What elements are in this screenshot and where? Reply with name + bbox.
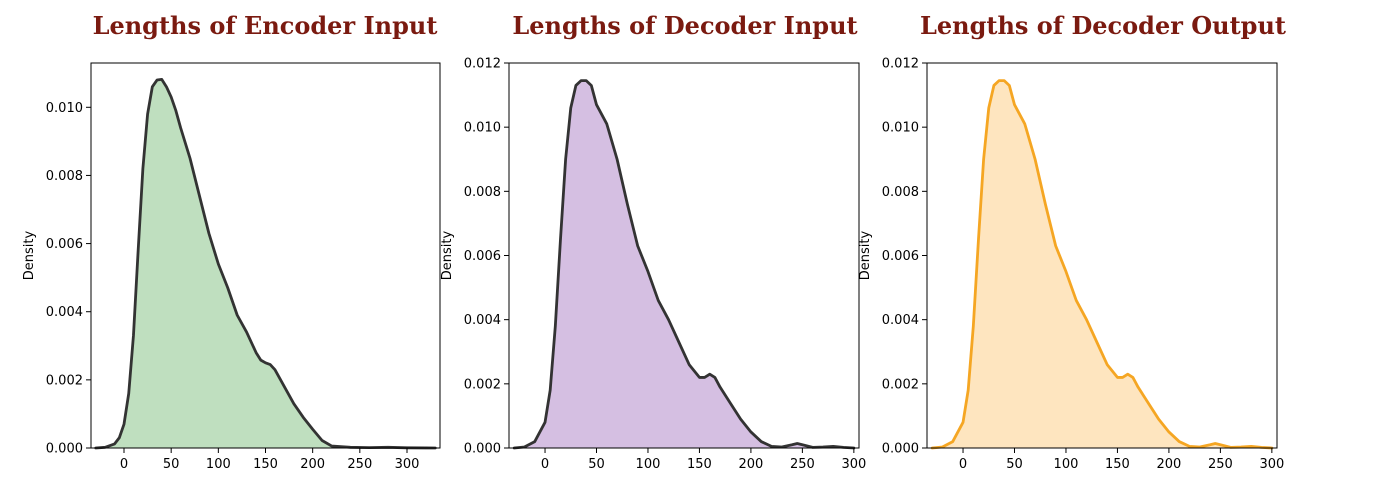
y-tick-label: 0.004 xyxy=(882,313,919,328)
y-tick-label: 0.008 xyxy=(46,169,83,184)
y-axis-label: Density xyxy=(22,230,37,280)
y-tick-label: 0.010 xyxy=(882,121,919,136)
x-tick-label: 0 xyxy=(959,457,967,472)
y-tick-label: 0.000 xyxy=(46,442,83,457)
x-tick-label: 100 xyxy=(636,457,661,472)
x-tick-label: 50 xyxy=(163,457,180,472)
y-tick-label: 0.000 xyxy=(882,442,919,457)
y-tick-label: 0.006 xyxy=(882,249,919,264)
y-tick-label: 0.012 xyxy=(464,57,501,72)
x-tick-label: 100 xyxy=(206,457,231,472)
panel-title-decoder-input: Lengths of Decoder Input xyxy=(512,11,858,40)
x-tick-label: 150 xyxy=(687,457,712,472)
x-tick-label: 50 xyxy=(588,457,605,472)
y-tick-label: 0.010 xyxy=(46,101,83,116)
density-line xyxy=(94,77,437,450)
x-tick-label: 300 xyxy=(841,457,866,472)
y-axis-label: Density xyxy=(858,230,873,280)
y-tick-label: 0.004 xyxy=(46,305,83,320)
density-area xyxy=(932,80,1272,449)
y-tick-label: 0.004 xyxy=(464,313,501,328)
y-tick-label: 0.006 xyxy=(46,237,83,252)
y-tick-label: 0.002 xyxy=(46,373,83,388)
x-tick-label: 300 xyxy=(1259,457,1284,472)
y-tick-label: 0.012 xyxy=(882,57,919,72)
chart-panel-2: 0 50 100 150 200 250 300 0.000 0.002 0.004 0.006 0.… xyxy=(858,57,1284,473)
x-tick-label: 250 xyxy=(347,457,372,472)
y-tick-label: 0.000 xyxy=(464,442,501,457)
x-tick-label: 250 xyxy=(1208,457,1233,472)
panel-title-decoder-output: Lengths of Decoder Output xyxy=(920,11,1286,40)
panel-title-encoder-input: Lengths of Encoder Input xyxy=(92,11,438,40)
density-area xyxy=(514,80,854,449)
y-axis-label: Density xyxy=(440,230,455,280)
x-tick-label: 250 xyxy=(790,457,815,472)
density-line xyxy=(512,79,856,450)
x-tick-label: 150 xyxy=(1105,457,1130,472)
y-tick-label: 0.006 xyxy=(464,249,501,264)
x-tick-label: 200 xyxy=(1156,457,1181,472)
x-tick-label: 0 xyxy=(541,457,549,472)
x-tick-label: 50 xyxy=(1006,457,1023,472)
chart-panel-0: 0 50 100 150 200 250 300 0.000 0.002 0.004 0.006 0.… xyxy=(22,62,441,472)
chart-panel-1: 0 50 100 150 200 250 300 0.000 0.002 0.004 0.006 0.… xyxy=(440,57,866,473)
y-tick-label: 0.002 xyxy=(464,377,501,392)
x-tick-label: 300 xyxy=(395,457,420,472)
y-tick-label: 0.002 xyxy=(882,377,919,392)
density-area xyxy=(95,79,436,448)
x-tick-label: 0 xyxy=(120,457,128,472)
density-line xyxy=(930,79,1274,450)
y-tick-label: 0.008 xyxy=(882,185,919,200)
x-tick-label: 150 xyxy=(253,457,278,472)
x-tick-label: 100 xyxy=(1054,457,1079,472)
y-tick-label: 0.010 xyxy=(464,121,501,136)
y-tick-label: 0.008 xyxy=(464,185,501,200)
x-tick-label: 200 xyxy=(300,457,325,472)
x-tick-label: 200 xyxy=(738,457,763,472)
